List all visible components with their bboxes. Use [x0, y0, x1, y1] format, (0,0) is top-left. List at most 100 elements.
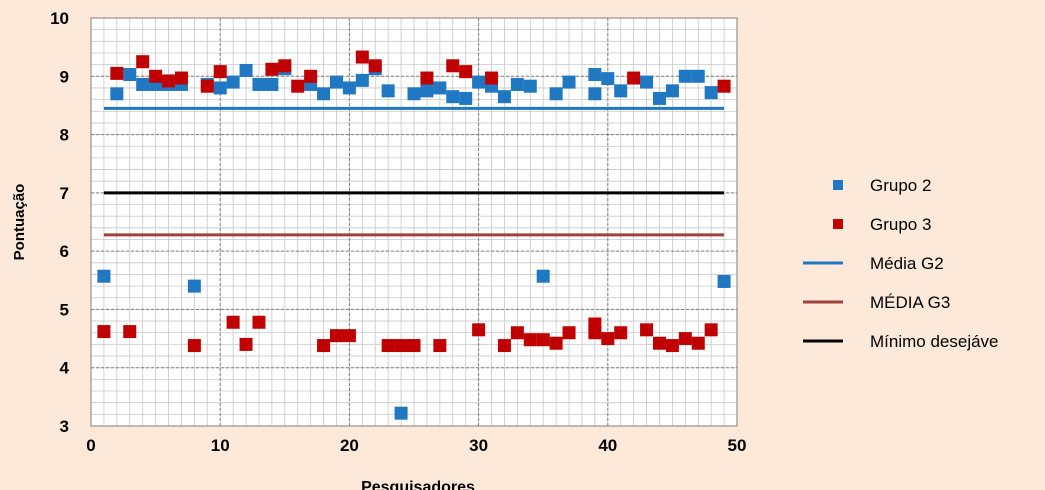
x-tick-label: 10: [211, 436, 230, 455]
data-point: [549, 336, 563, 350]
data-point: [394, 339, 408, 353]
data-point: [562, 326, 576, 340]
data-point: [614, 326, 628, 340]
data-point: [523, 333, 537, 347]
data-point: [239, 337, 253, 351]
data-point: [97, 325, 111, 339]
y-tick-label: 5: [60, 300, 69, 319]
data-point: [213, 65, 227, 79]
data-point: [652, 91, 666, 105]
data-point: [601, 72, 615, 86]
y-axis-label: Pontuação: [11, 184, 28, 261]
data-point: [497, 339, 511, 353]
data-point: [187, 339, 201, 353]
data-point: [562, 75, 576, 89]
data-point: [342, 81, 356, 95]
data-point: [536, 333, 550, 347]
data-point: [497, 90, 511, 104]
data-point: [317, 339, 331, 353]
data-point: [510, 326, 524, 340]
y-tick-labels: 3 4 5 6 7 8 9 10: [50, 9, 69, 436]
data-point: [213, 81, 227, 95]
data-point: [162, 74, 176, 88]
y-tick-label: 6: [60, 242, 69, 261]
data-point: [136, 77, 150, 91]
legend-label: Média G2: [870, 254, 944, 273]
data-point: [110, 66, 124, 80]
data-point: [394, 406, 408, 420]
data-point: [329, 75, 343, 89]
data-point: [523, 79, 537, 93]
data-point: [485, 71, 499, 85]
data-point: [472, 75, 486, 89]
x-tick-label: 50: [728, 436, 747, 455]
data-point: [136, 55, 150, 69]
x-tick-label: 40: [598, 436, 617, 455]
data-point: [433, 339, 447, 353]
data-point: [420, 71, 434, 85]
data-point: [265, 77, 279, 91]
data-point: [110, 87, 124, 101]
data-point: [278, 59, 292, 73]
legend-label: MÉDIA G3: [870, 293, 950, 312]
data-point: [420, 84, 434, 98]
data-point: [97, 269, 111, 283]
data-point: [252, 77, 266, 91]
data-point: [704, 86, 718, 100]
data-point: [239, 63, 253, 77]
data-point: [717, 274, 731, 288]
data-point: [446, 90, 460, 104]
data-point: [704, 323, 718, 337]
y-tick-label: 3: [60, 417, 69, 436]
data-point: [174, 71, 188, 85]
x-tick-label: 20: [340, 436, 359, 455]
data-point: [640, 75, 654, 89]
data-point: [549, 87, 563, 101]
y-tick-label: 9: [60, 67, 69, 86]
major-grid: [90, 17, 738, 427]
data-point: [665, 339, 679, 353]
data-point: [252, 315, 266, 329]
x-tick-label: 30: [469, 436, 488, 455]
y-tick-label: 4: [60, 359, 70, 378]
data-point: [588, 87, 602, 101]
data-point: [368, 59, 382, 73]
data-point: [123, 68, 137, 82]
data-point: [446, 59, 460, 73]
data-point: [381, 339, 395, 353]
data-point: [381, 84, 395, 98]
data-point: [407, 87, 421, 101]
data-point: [588, 326, 602, 340]
y-tick-label: 8: [60, 126, 69, 145]
data-point: [433, 81, 447, 95]
data-point: [265, 62, 279, 76]
data-point: [665, 84, 679, 98]
data-point: [459, 91, 473, 105]
data-point: [226, 315, 240, 329]
legend: Grupo 2 Grupo 3 Média G2 MÉDIA G3 Mínimo des…: [803, 176, 999, 351]
data-point: [691, 69, 705, 83]
data-point: [291, 79, 305, 93]
x-tick-labels: 0 10 20 30 40 50: [86, 436, 746, 455]
data-point: [407, 339, 421, 353]
legend-marker-swatch: [833, 180, 843, 190]
data-point: [640, 323, 654, 337]
data-point: [459, 65, 473, 79]
data-point: [123, 325, 137, 339]
data-point: [614, 84, 628, 98]
data-point: [627, 71, 641, 85]
data-point: [691, 336, 705, 350]
legend-label: Mínimo desejáve: [870, 332, 999, 351]
legend-label: Grupo 3: [870, 215, 931, 234]
data-point: [187, 279, 201, 293]
data-point: [342, 329, 356, 343]
legend-marker-swatch: [833, 219, 843, 229]
data-point: [601, 332, 615, 346]
data-point: [200, 79, 214, 93]
data-point: [510, 77, 524, 91]
data-point: [304, 69, 318, 83]
data-point: [717, 79, 731, 93]
data-point: [226, 75, 240, 89]
data-point: [588, 68, 602, 82]
